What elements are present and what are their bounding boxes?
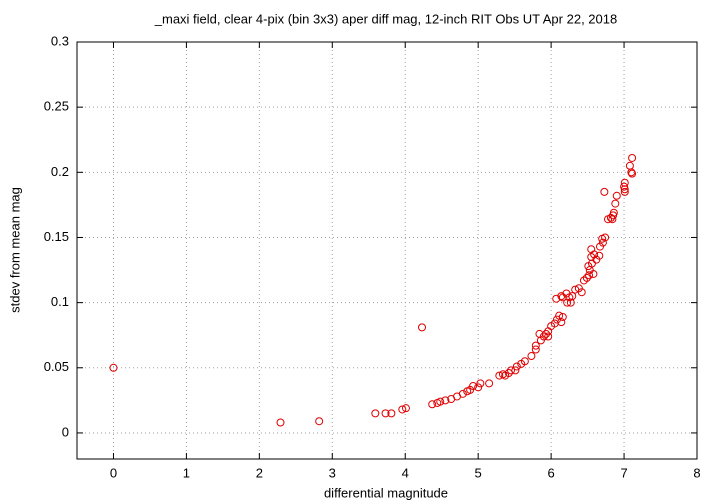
x-tick-label: 4 [402, 465, 409, 480]
y-tick-label: 0.15 [44, 229, 69, 244]
y-axis-label: stdev from mean mag [7, 187, 22, 313]
point [627, 168, 636, 177]
point [582, 273, 591, 282]
point [611, 199, 620, 208]
point [315, 417, 324, 426]
point [276, 418, 285, 427]
point [398, 405, 407, 414]
point [504, 368, 513, 377]
point [628, 153, 637, 162]
point [441, 396, 450, 405]
point [600, 187, 609, 196]
point [612, 191, 621, 200]
x-tick-label: 3 [329, 465, 336, 480]
point [428, 400, 437, 409]
point [601, 233, 610, 242]
point [571, 285, 580, 294]
plot-frame [76, 41, 698, 460]
point [539, 332, 548, 341]
point [557, 292, 566, 301]
point [527, 352, 536, 361]
y-tick-label: 0 [62, 424, 69, 439]
point [544, 332, 553, 341]
point [590, 250, 599, 259]
point [476, 379, 485, 388]
point [587, 245, 596, 254]
x-tick-label: 0 [110, 465, 117, 480]
point [542, 329, 551, 338]
point [531, 341, 540, 350]
y-tick-label: 0.2 [51, 164, 69, 179]
chart-title: _maxi field, clear 4-pix (bin 3x3) aper … [154, 11, 617, 26]
point [587, 259, 596, 268]
y-tick-label: 0.3 [51, 33, 69, 48]
point [498, 370, 507, 379]
point [458, 389, 467, 398]
point [511, 366, 520, 375]
x-tick-label: 8 [693, 465, 700, 480]
point [474, 383, 483, 392]
point [109, 363, 118, 372]
point [585, 271, 594, 280]
point [371, 409, 380, 418]
point [568, 292, 577, 301]
point [620, 187, 629, 196]
point [401, 404, 410, 413]
point [387, 409, 396, 418]
point [577, 288, 586, 297]
x-tick-label: 6 [548, 465, 555, 480]
point [495, 371, 504, 380]
point [436, 397, 445, 406]
point [469, 382, 478, 391]
point [595, 251, 604, 260]
x-tick-label: 7 [620, 465, 627, 480]
point [557, 318, 566, 327]
x-axis-label: differential magnitude [324, 485, 448, 500]
x-tick-label: 2 [256, 465, 263, 480]
point [625, 161, 634, 170]
point [558, 312, 567, 321]
y-tick-label: 0.1 [51, 294, 69, 309]
point [520, 357, 529, 366]
x-tick-label: 5 [475, 465, 482, 480]
point [598, 238, 607, 247]
point [589, 269, 598, 278]
point [620, 178, 629, 187]
point [531, 345, 540, 354]
point [485, 379, 494, 388]
point [418, 323, 427, 332]
point [609, 208, 618, 217]
point [579, 276, 588, 285]
point [563, 298, 572, 307]
y-tick-label: 0.05 [44, 359, 69, 374]
point [507, 366, 515, 375]
point [512, 362, 521, 371]
y-tick-label: 0.25 [44, 99, 69, 114]
x-tick-label: 1 [183, 465, 190, 480]
point [381, 409, 390, 418]
point [628, 169, 637, 178]
